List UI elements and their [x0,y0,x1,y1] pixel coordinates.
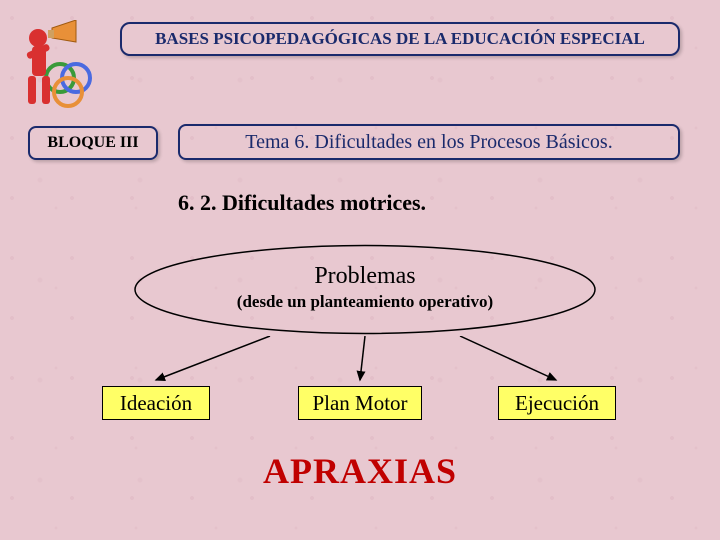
category-label: Ideación [120,391,192,416]
header-title: BASES PSICOPEDAGÓGICAS DE LA EDUCACIÓN E… [155,29,645,49]
bloque-label: BLOQUE III [47,134,138,152]
header-title-box: BASES PSICOPEDAGÓGICAS DE LA EDUCACIÓN E… [120,22,680,56]
problems-subtitle: (desde un planteamiento operativo) [237,292,493,312]
category-plan-motor: Plan Motor [298,386,422,420]
conclusion-apraxias: APRAXIAS [0,450,720,492]
problems-title: Problemas [314,263,415,290]
bloque-box: BLOQUE III [28,126,158,160]
tema-label: Tema 6. Dificultades en los Procesos Bás… [245,131,612,154]
announcer-icon [18,20,108,120]
problems-ellipse: Problemas (desde un planteamiento operat… [130,242,600,337]
tema-box: Tema 6. Dificultades en los Procesos Bás… [178,124,680,160]
arrows-diagram [0,336,720,388]
section-subtitle: 6. 2. Dificultades motrices. [178,190,426,216]
category-label: Plan Motor [312,391,407,416]
category-label: Ejecución [515,391,599,416]
category-ideacion: Ideación [102,386,210,420]
category-ejecucion: Ejecución [498,386,616,420]
